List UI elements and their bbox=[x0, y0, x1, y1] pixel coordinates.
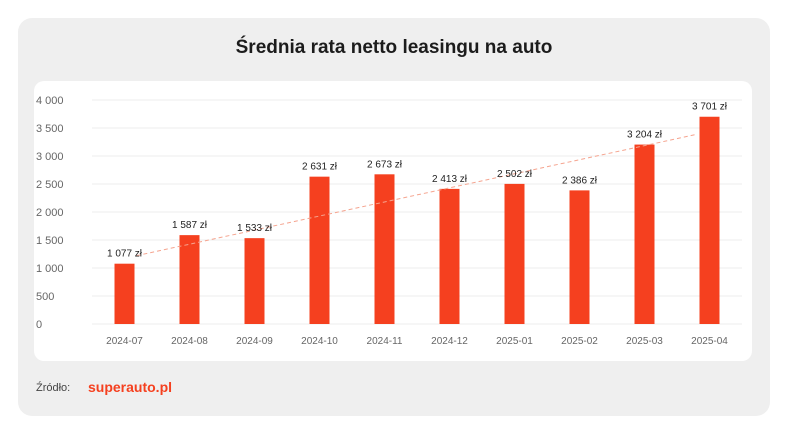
bar bbox=[309, 176, 330, 324]
y-tick-label: 3 000 bbox=[36, 151, 64, 163]
x-tick-label: 2025-03 bbox=[626, 336, 663, 347]
y-tick-label: 4 000 bbox=[36, 95, 64, 107]
bar bbox=[179, 235, 200, 324]
x-tick-label: 2025-02 bbox=[561, 336, 598, 347]
chart-title: Średnia rata netto leasingu na auto bbox=[235, 37, 553, 58]
y-tick-label: 1 500 bbox=[36, 235, 64, 247]
data-label: 3 204 zł bbox=[627, 130, 663, 141]
bar bbox=[569, 190, 590, 324]
bar bbox=[699, 116, 720, 324]
x-tick-label: 2024-12 bbox=[431, 336, 468, 347]
x-tick-label: 2024-08 bbox=[171, 336, 208, 347]
data-label: 2 673 zł bbox=[367, 159, 403, 170]
y-tick-label: 500 bbox=[36, 291, 54, 303]
bar bbox=[114, 263, 135, 324]
data-label: 3 701 zł bbox=[692, 102, 728, 113]
x-tick-label: 2025-04 bbox=[691, 336, 728, 347]
data-label: 2 502 zł bbox=[497, 169, 533, 180]
bar-chart: 0 500 1 000 1 500 2 000 2 500 3 000 3 500 4 000 1… bbox=[36, 95, 742, 347]
bar bbox=[374, 174, 395, 324]
data-label: 2 631 zł bbox=[302, 162, 338, 173]
bar bbox=[504, 183, 525, 324]
data-label: 1 077 zł bbox=[107, 249, 143, 260]
y-tick-label: 2 500 bbox=[36, 179, 64, 191]
x-tick-label: 2024-10 bbox=[301, 336, 338, 347]
bar bbox=[634, 144, 655, 324]
bar bbox=[439, 188, 460, 324]
x-tick-label: 2024-11 bbox=[367, 336, 403, 347]
x-tick-label: 2024-09 bbox=[236, 336, 273, 347]
chart-card: Średnia rata netto leasingu na auto 0 500… bbox=[18, 18, 770, 416]
x-tick-label: 2025-01 bbox=[496, 336, 533, 347]
source-label: Źródło: bbox=[36, 382, 71, 394]
trend-line bbox=[136, 133, 698, 257]
x-tick-label: 2024-07 bbox=[106, 336, 143, 347]
y-tick-label: 1 000 bbox=[36, 263, 64, 275]
plot-area: 0 500 1 000 1 500 2 000 2 500 3 000 3 500 4 000 1… bbox=[34, 81, 752, 361]
y-tick-label: 0 bbox=[36, 319, 42, 331]
y-tick-label: 2 000 bbox=[36, 207, 64, 219]
data-label: 2 386 zł bbox=[562, 175, 598, 186]
source-brand: superauto.pl bbox=[88, 379, 173, 395]
data-label: 1 533 zł bbox=[237, 223, 273, 234]
data-label: 1 587 zł bbox=[172, 220, 208, 231]
data-label: 2 413 zł bbox=[432, 174, 468, 185]
y-tick-label: 3 500 bbox=[36, 123, 64, 135]
bar bbox=[244, 238, 265, 324]
